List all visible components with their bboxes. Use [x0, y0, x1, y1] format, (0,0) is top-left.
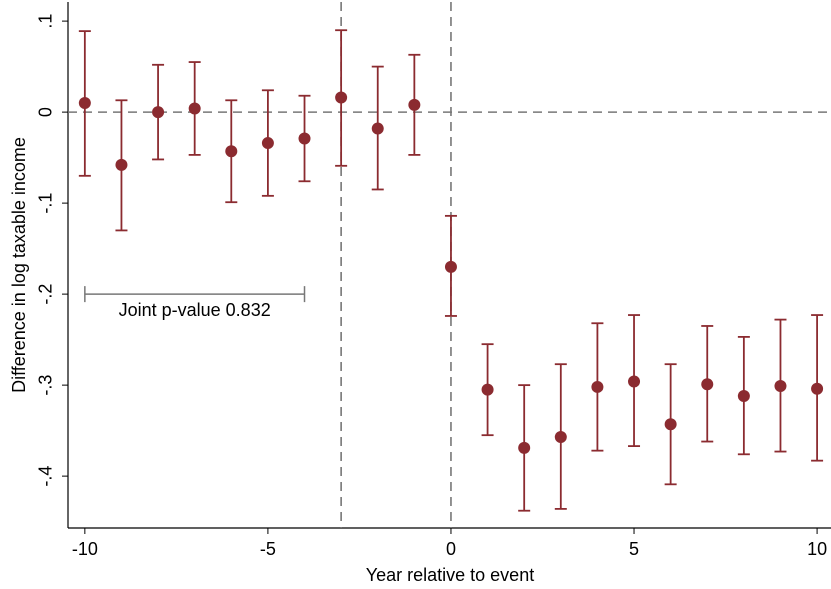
annotation-text: Joint p-value 0.832	[119, 300, 271, 320]
point	[225, 145, 238, 158]
y-tick-label: 0	[36, 107, 56, 117]
point	[335, 91, 348, 104]
x-tick-label: 0	[446, 539, 456, 559]
point	[774, 380, 787, 393]
y-tick-label: -.1	[36, 193, 56, 214]
point	[152, 106, 165, 119]
point	[298, 132, 311, 145]
y-axis-label: Difference in log taxable income	[9, 137, 29, 393]
point	[554, 430, 567, 443]
point	[664, 418, 677, 431]
point	[188, 102, 201, 115]
y-tick-label: -.3	[36, 375, 56, 396]
y-tick-label: -.2	[36, 284, 56, 305]
point	[78, 97, 91, 110]
y-tick-label: -.4	[36, 466, 56, 487]
point	[371, 122, 384, 135]
point	[444, 260, 457, 273]
x-tick-label: 5	[629, 539, 639, 559]
x-tick-label: -5	[260, 539, 276, 559]
point	[628, 375, 641, 388]
point	[737, 390, 750, 403]
x-tick-label: -10	[72, 539, 98, 559]
point	[591, 380, 604, 393]
y-tick-label: .1	[36, 14, 56, 29]
point	[518, 441, 531, 454]
point	[811, 382, 824, 395]
point	[701, 378, 714, 391]
x-axis-label: Year relative to event	[366, 565, 534, 585]
point	[115, 158, 128, 171]
point	[481, 383, 494, 396]
point	[261, 137, 274, 150]
x-tick-label: 10	[807, 539, 827, 559]
point	[408, 98, 421, 111]
